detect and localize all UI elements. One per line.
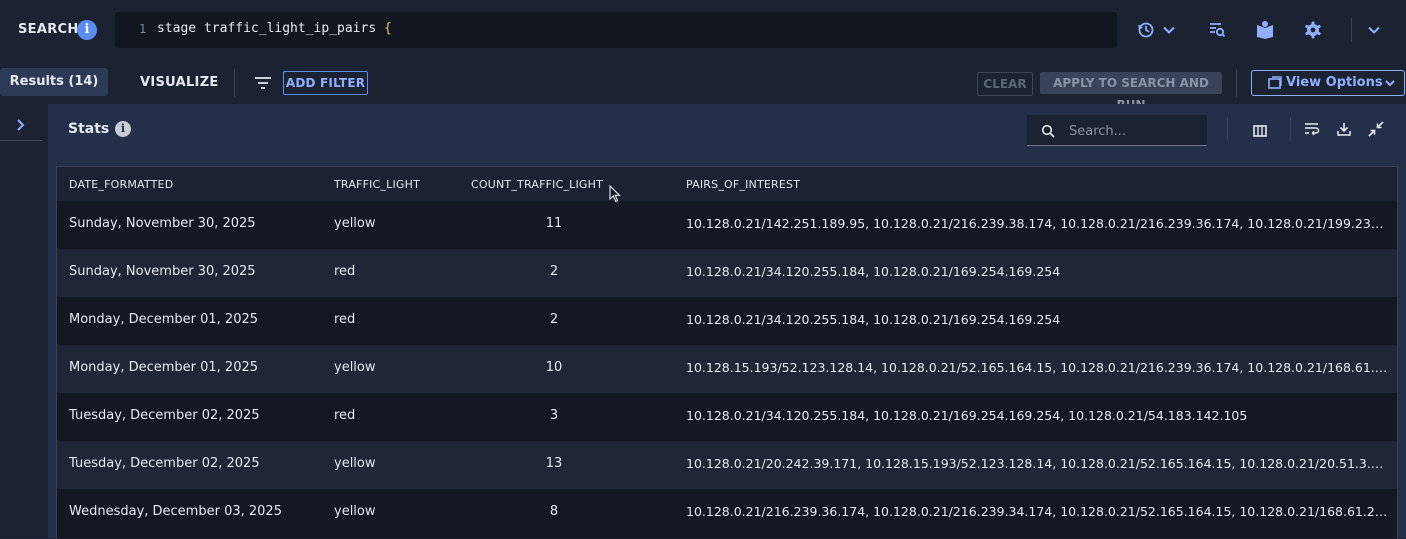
- cell-pairs: 10.128.0.21/34.120.255.184, 10.128.0.21/…: [686, 312, 1061, 327]
- search-bar: SEARCH i 1 stage traffic_light_ip_pairs …: [0, 0, 1406, 60]
- table-row[interactable]: Sunday, November 30, 2025 yellow 11 10.1…: [57, 201, 1397, 249]
- search-list-icon[interactable]: [1208, 21, 1226, 43]
- table-row[interactable]: Monday, December 01, 2025 red 2 10.128.0…: [57, 297, 1397, 345]
- cell-count: 2: [549, 264, 559, 279]
- cell-pairs: 10.128.0.21/20.242.39.171, 10.128.15.193…: [686, 456, 1389, 471]
- table-row[interactable]: Sunday, November 30, 2025 red 2 10.128.0…: [57, 249, 1397, 297]
- cell-date: Tuesday, December 02, 2025: [69, 408, 260, 423]
- clear-button[interactable]: CLEAR: [977, 72, 1033, 96]
- cell-date: Tuesday, December 02, 2025: [69, 456, 260, 471]
- filter-icon[interactable]: [254, 75, 272, 95]
- cell-traffic-light: yellow: [334, 504, 376, 519]
- add-filter-button[interactable]: ADD FILTER: [283, 71, 368, 95]
- search-icon: [1041, 123, 1055, 142]
- table-header: DATE_FORMATTED TRAFFIC_LIGHT COUNT_TRAFF…: [57, 167, 1397, 201]
- column-header-pairs[interactable]: PAIRS_OF_INTEREST: [686, 178, 801, 191]
- panel-search: [1027, 115, 1207, 146]
- panel-title: Stats: [68, 121, 110, 137]
- info-icon[interactable]: i: [115, 121, 131, 137]
- cell-count: 11: [545, 216, 563, 231]
- cell-date: Monday, December 01, 2025: [69, 312, 259, 327]
- cell-pairs: 10.128.15.193/52.123.128.14, 10.128.0.21…: [686, 360, 1389, 375]
- apply-to-search-button[interactable]: APPLY TO SEARCH AND RUN: [1040, 72, 1222, 112]
- search-label: SEARCH: [18, 22, 79, 37]
- download-icon[interactable]: [1337, 121, 1351, 140]
- view-options-button[interactable]: View Options: [1251, 70, 1405, 96]
- expand-sidebar-button[interactable]: [0, 104, 42, 141]
- cell-count: 13: [545, 456, 563, 471]
- cell-date: Wednesday, December 03, 2025: [69, 504, 282, 519]
- divider: [1236, 69, 1237, 97]
- tab-visualize[interactable]: VISUALIZE: [140, 75, 219, 90]
- divider: [234, 69, 235, 97]
- search-input[interactable]: [1067, 121, 1201, 141]
- divider: [1351, 18, 1352, 42]
- gear-icon[interactable]: [1304, 21, 1322, 43]
- chevron-down-icon: [1384, 75, 1396, 99]
- chevron-down-icon[interactable]: [1161, 22, 1177, 42]
- mouse-cursor-icon: [609, 184, 621, 207]
- cell-count: 10: [545, 360, 563, 375]
- book-icon[interactable]: [1256, 20, 1274, 44]
- expand-chevron-icon[interactable]: [1366, 22, 1382, 42]
- cell-count: 2: [549, 312, 559, 327]
- cell-count: 3: [549, 408, 559, 423]
- divider: [1290, 117, 1291, 141]
- results-table: DATE_FORMATTED TRAFFIC_LIGHT COUNT_TRAFF…: [56, 166, 1398, 539]
- cell-traffic-light: yellow: [334, 456, 376, 471]
- divider: [1227, 117, 1228, 141]
- cell-pairs: 10.128.0.21/34.120.255.184, 10.128.0.21/…: [686, 264, 1061, 279]
- column-header-count[interactable]: COUNT_TRAFFIC_LIGHT: [471, 178, 604, 191]
- cell-traffic-light: red: [334, 408, 356, 423]
- cell-pairs: 10.128.0.21/34.120.255.184, 10.128.0.21/…: [686, 408, 1248, 423]
- view-options-icon: [1268, 75, 1282, 99]
- query-text: stage traffic_light_ip_pairs {: [157, 21, 392, 36]
- table-row[interactable]: Tuesday, December 02, 2025 red 3 10.128.…: [57, 393, 1397, 441]
- cell-pairs: 10.128.0.21/216.239.36.174, 10.128.0.21/…: [686, 504, 1389, 519]
- table-row[interactable]: Tuesday, December 02, 2025 yellow 13 10.…: [57, 441, 1397, 489]
- columns-icon[interactable]: [1253, 122, 1267, 141]
- cell-date: Sunday, November 30, 2025: [69, 216, 256, 231]
- column-header-date[interactable]: DATE_FORMATTED: [69, 178, 174, 191]
- history-icon[interactable]: [1137, 21, 1155, 43]
- query-editor[interactable]: 1 stage traffic_light_ip_pairs {: [115, 12, 1117, 48]
- cell-traffic-light: yellow: [334, 360, 376, 375]
- cell-pairs: 10.128.0.21/142.251.189.95, 10.128.0.21/…: [686, 216, 1389, 231]
- collapse-icon[interactable]: [1368, 121, 1384, 141]
- tab-results[interactable]: Results (14): [0, 68, 108, 96]
- cell-count: 8: [549, 504, 559, 519]
- line-number: 1: [139, 22, 147, 36]
- column-header-traffic-light[interactable]: TRAFFIC_LIGHT: [334, 178, 421, 191]
- cell-traffic-light: red: [334, 312, 356, 327]
- table-row[interactable]: Monday, December 01, 2025 yellow 10 10.1…: [57, 345, 1397, 393]
- cell-date: Monday, December 01, 2025: [69, 360, 259, 375]
- table-row[interactable]: Wednesday, December 03, 2025 yellow 8 10…: [57, 489, 1397, 537]
- cell-traffic-light: yellow: [334, 216, 376, 231]
- view-options-label: View Options: [1286, 75, 1383, 90]
- info-icon[interactable]: i: [77, 20, 97, 40]
- wrap-text-icon[interactable]: [1304, 121, 1320, 140]
- cell-traffic-light: red: [334, 264, 356, 279]
- chevron-right-icon: [16, 116, 26, 135]
- left-collapsed-panel: [0, 104, 48, 538]
- cell-date: Sunday, November 30, 2025: [69, 264, 256, 279]
